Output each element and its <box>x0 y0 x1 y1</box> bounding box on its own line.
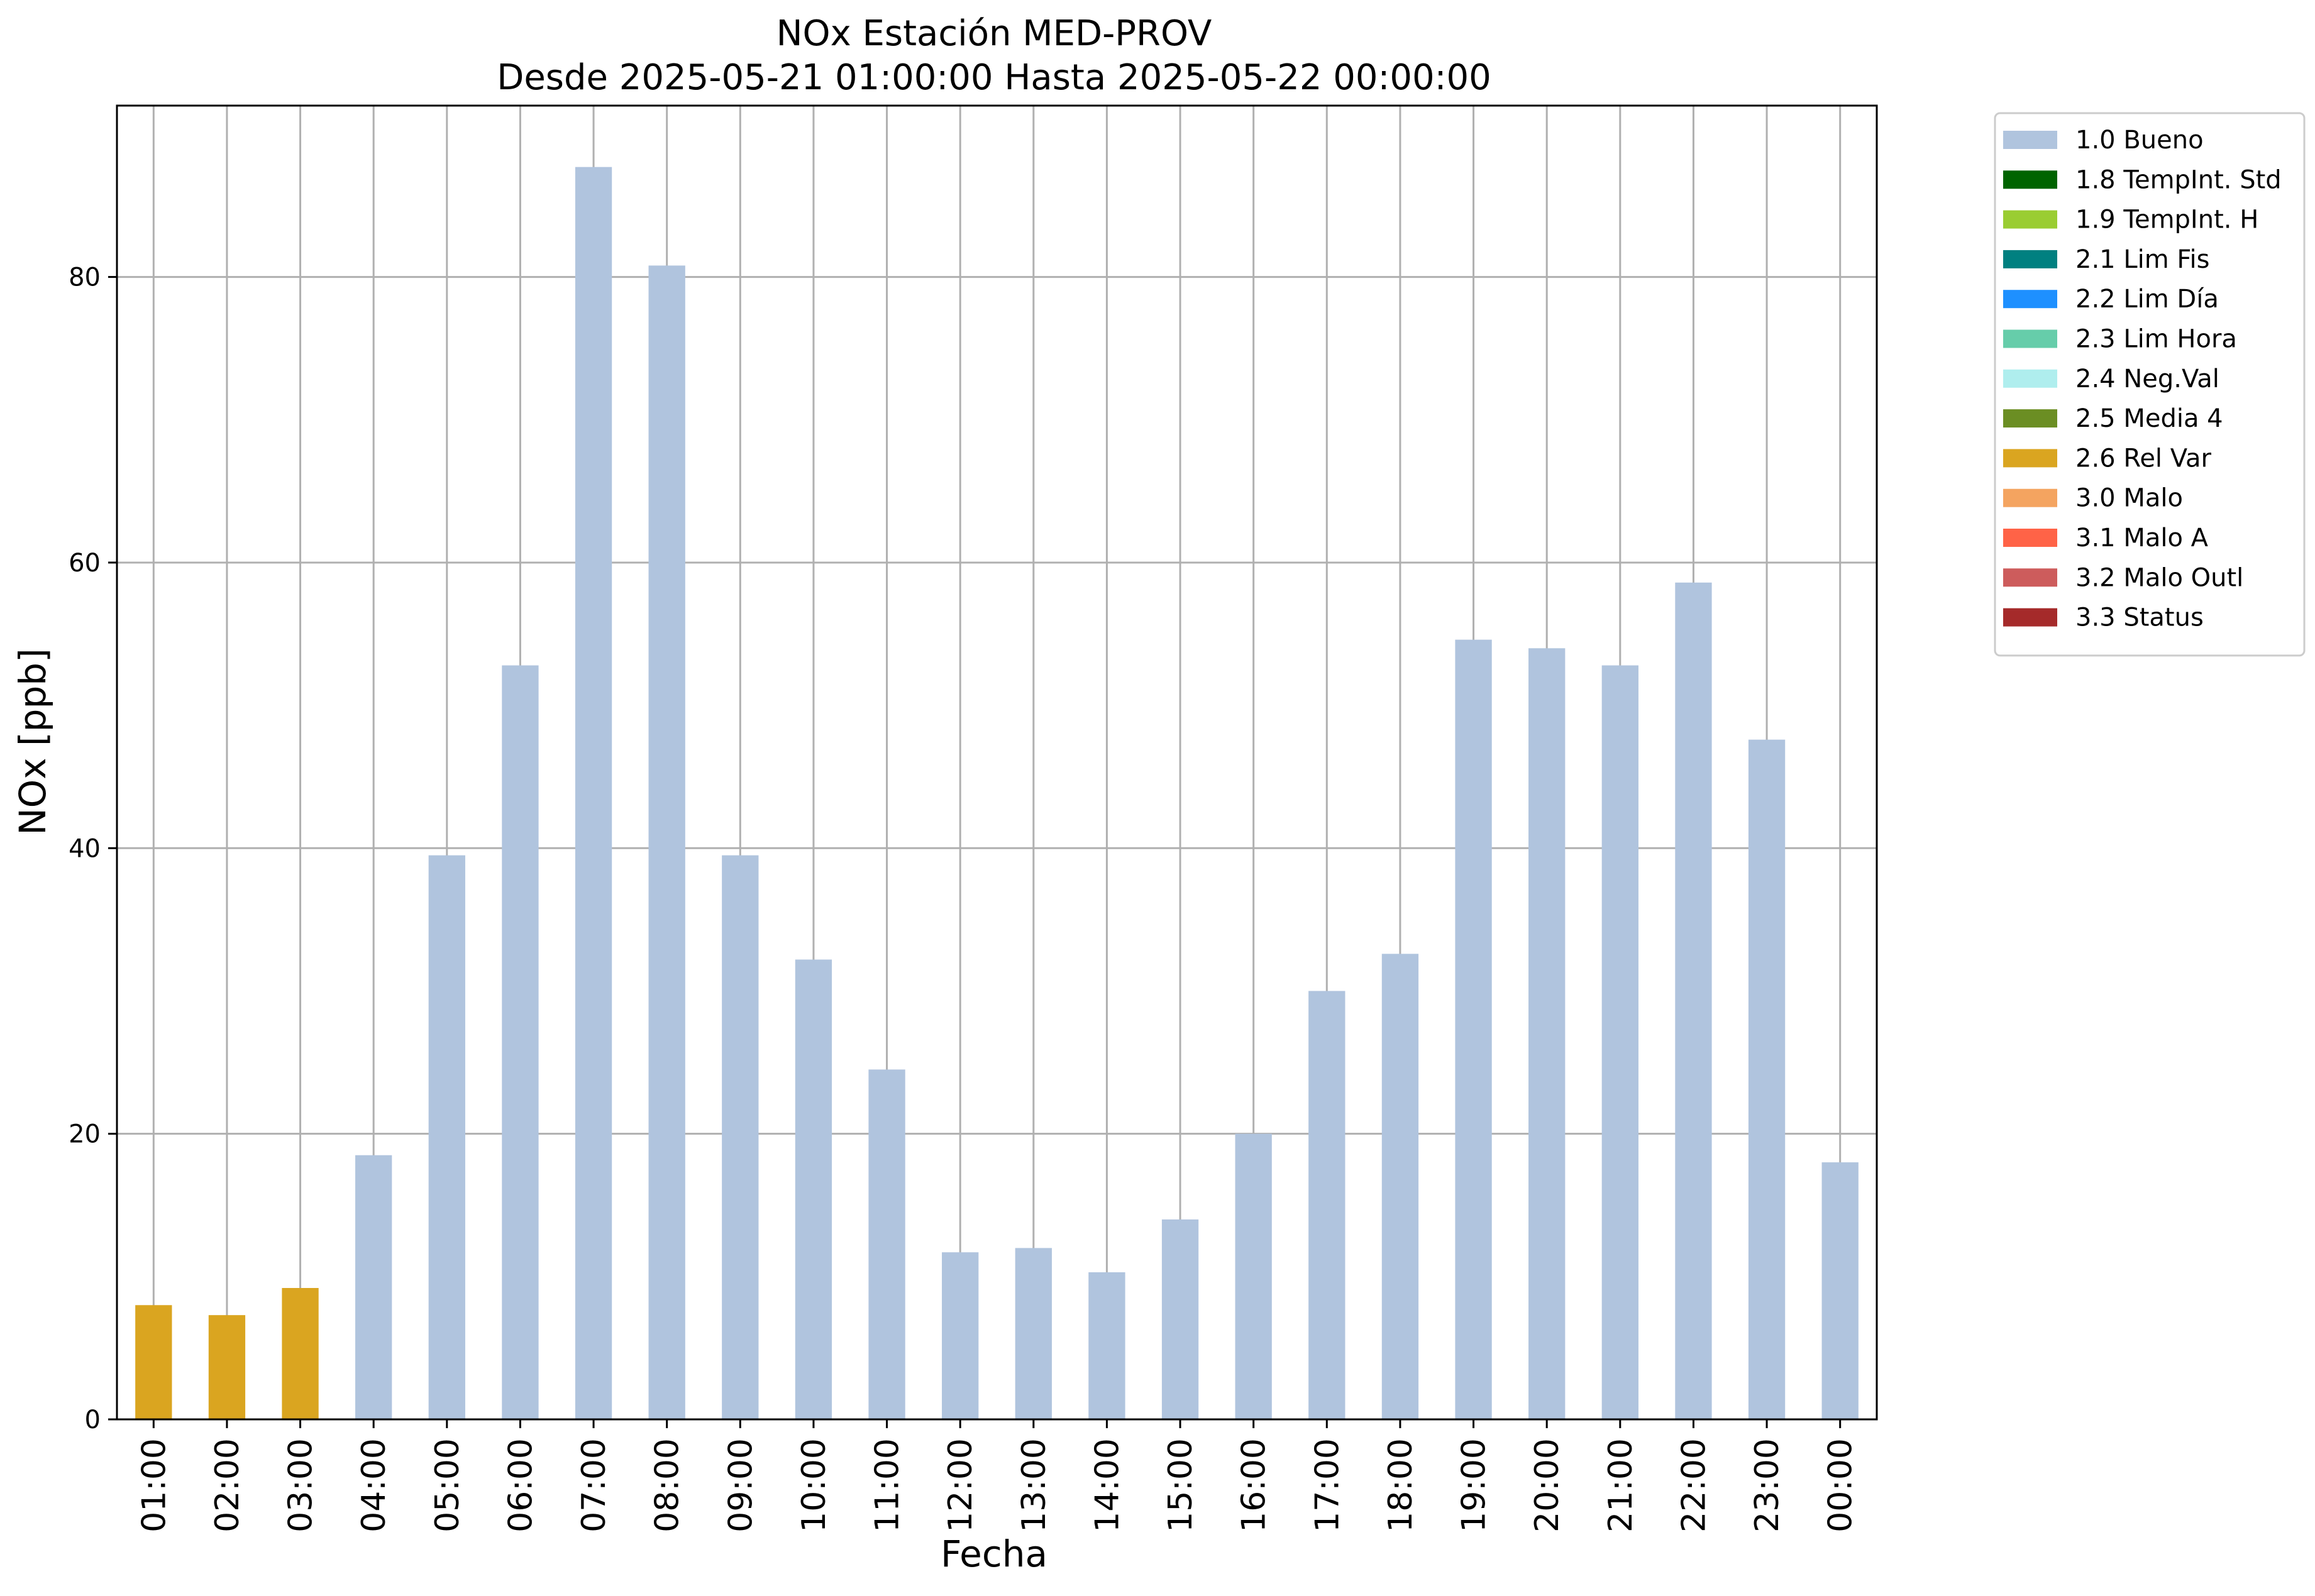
bar-1400 <box>1088 1272 1125 1419</box>
x-tick-label: 05:00 <box>429 1438 467 1533</box>
y-tick-label: 80 <box>69 263 101 292</box>
bar-1100 <box>868 1069 905 1419</box>
x-tick-label: 12:00 <box>942 1438 980 1533</box>
bar-0000 <box>1821 1162 1859 1419</box>
y-ticks: 0 20 40 60 80 <box>69 263 117 1434</box>
bar-0300 <box>282 1288 319 1419</box>
y-tick-label: 60 <box>69 549 101 578</box>
bar-2000 <box>1528 648 1566 1419</box>
bar-0400 <box>355 1155 392 1419</box>
y-tick-label: 0 <box>85 1406 101 1434</box>
x-tick-label: 15:00 <box>1162 1438 1200 1533</box>
x-tick-label: 00:00 <box>1822 1438 1860 1533</box>
y-tick-label: 40 <box>69 834 101 863</box>
bars <box>135 167 1859 1420</box>
legend-swatch <box>2003 608 2057 627</box>
x-tick-label: 19:00 <box>1456 1438 1493 1533</box>
x-tick-label: 17:00 <box>1308 1438 1346 1533</box>
x-tick-label: 20:00 <box>1528 1438 1566 1533</box>
x-axis-label: Fecha <box>941 1533 1047 1575</box>
legend-swatch <box>2003 409 2057 428</box>
bar-1900 <box>1455 639 1492 1420</box>
legend-label: 2.4 Neg.Val <box>2075 365 2219 393</box>
bar-0900 <box>722 855 759 1419</box>
bar-1300 <box>1015 1248 1052 1419</box>
x-tick-label: 18:00 <box>1382 1438 1420 1533</box>
x-tick-label: 16:00 <box>1235 1438 1273 1533</box>
bar-1600 <box>1235 1133 1272 1419</box>
x-tick-label: 11:00 <box>869 1438 907 1533</box>
x-tick-label: 04:00 <box>355 1438 393 1533</box>
x-tick-label: 09:00 <box>722 1438 760 1533</box>
bar-0100 <box>135 1305 172 1419</box>
bar-0600 <box>502 665 539 1419</box>
x-tick-label: 21:00 <box>1602 1438 1640 1533</box>
bar-1500 <box>1161 1219 1199 1419</box>
x-tick-label: 14:00 <box>1088 1438 1126 1533</box>
x-tick-label: 07:00 <box>575 1438 613 1533</box>
legend-swatch <box>2003 250 2057 268</box>
bar-1700 <box>1308 991 1345 1419</box>
bar-0800 <box>648 265 685 1419</box>
x-tick-label: 10:00 <box>795 1438 833 1533</box>
x-tick-label: 02:00 <box>209 1438 246 1533</box>
legend-swatch <box>2003 529 2057 547</box>
legend-label: 2.5 Media 4 <box>2075 404 2223 433</box>
legend-label: 3.1 Malo A <box>2075 524 2209 553</box>
legend-swatch <box>2003 290 2057 309</box>
legend-swatch <box>2003 568 2057 587</box>
x-tick-label: 23:00 <box>1749 1438 1786 1533</box>
x-tick-label: 06:00 <box>502 1438 539 1533</box>
x-tick-label: 08:00 <box>649 1438 687 1533</box>
legend-swatch <box>2003 329 2057 348</box>
chart-subtitle: Desde 2025-05-21 01:00:00 Hasta 2025-05-… <box>497 57 1491 98</box>
y-axis-label: NOx [ppb] <box>11 648 54 835</box>
legend-box <box>1994 112 2306 657</box>
legend-swatch <box>2003 449 2057 468</box>
legend-swatch <box>2003 170 2057 189</box>
legend-swatch <box>2003 210 2057 229</box>
legend-label: 3.2 Malo Outl <box>2075 563 2243 592</box>
legend: 1.0 Bueno 1.8 TempInt. Std 1.9 TempInt. H 2… <box>1994 112 2306 657</box>
bar-1200 <box>942 1252 979 1419</box>
legend-label: 1.8 TempInt. Std <box>2075 165 2282 194</box>
bar-2100 <box>1601 665 1638 1419</box>
y-tick-label: 20 <box>69 1120 101 1149</box>
legend-swatch <box>2003 131 2057 149</box>
x-ticks: 01:00 02:00 03:00 04:00 05:00 06:00 07:00 08:00… <box>135 1419 1860 1533</box>
plot-frame <box>116 104 1878 1421</box>
legend-swatch <box>2003 369 2057 388</box>
bar-0700 <box>575 167 612 1419</box>
legend-swatch <box>2003 488 2057 507</box>
legend-label: 3.0 Malo <box>2075 484 2183 513</box>
bar-2200 <box>1675 582 1712 1419</box>
bar-1000 <box>795 959 832 1419</box>
legend-label: 2.6 Rel Var <box>2075 444 2212 473</box>
legend-label: 3.3 Status <box>2075 603 2204 632</box>
x-tick-label: 22:00 <box>1675 1438 1713 1533</box>
bar-2300 <box>1748 739 1786 1419</box>
bar-0200 <box>208 1315 246 1419</box>
chart-title: NOx Estación MED-PROV <box>776 13 1212 54</box>
legend-label: 2.1 Lim Fis <box>2075 245 2209 274</box>
bar-1800 <box>1381 954 1419 1419</box>
legend-label: 1.9 TempInt. H <box>2075 206 2258 234</box>
bar-0500 <box>428 855 465 1419</box>
legend-label: 2.3 Lim Hora <box>2075 325 2237 354</box>
x-tick-label: 03:00 <box>282 1438 320 1533</box>
x-tick-label: 01:00 <box>135 1438 173 1533</box>
x-tick-label: 13:00 <box>1015 1438 1053 1533</box>
legend-label: 1.0 Bueno <box>2075 126 2204 155</box>
legend-label: 2.2 Lim Día <box>2075 285 2219 314</box>
